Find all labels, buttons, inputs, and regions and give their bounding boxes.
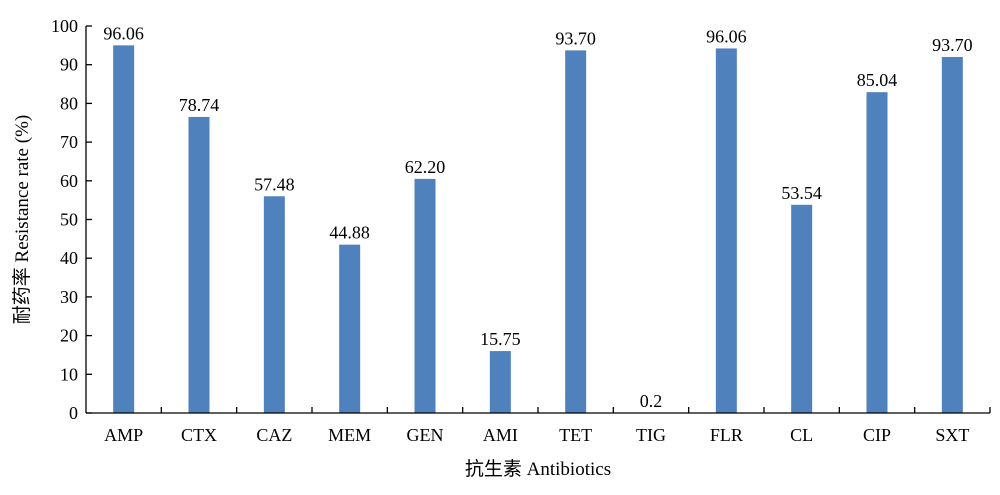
y-tick-label-90: 90 [60,55,78,75]
bar-amp [113,45,135,413]
data-label-sxt: 93.70 [932,35,973,55]
bars-group [113,45,963,414]
bar-tet [565,50,587,413]
x-tick-label-sxt: SXT [935,425,969,445]
y-tick-label-20: 20 [60,326,78,346]
x-tick-label-flr: FLR [710,425,743,445]
bar-sxt [941,56,963,414]
bar-ami [489,351,511,413]
data-label-flr: 96.06 [706,26,747,46]
data-label-cip: 85.04 [857,70,898,90]
x-tick-label-caz: CAZ [256,425,292,445]
data-label-cl: 53.54 [781,183,822,203]
x-axis-title: 抗生素 Antibiotics [465,458,611,480]
x-tick-label-tig: TIG [636,425,666,445]
x-tick-label-ami: AMI [483,425,518,445]
x-tick-label-cip: CIP [863,425,891,445]
data-label-amp: 96.06 [103,23,144,43]
data-label-caz: 57.48 [254,174,295,194]
data-label-gen: 62.20 [405,157,446,177]
y-axis-title: 耐药率 Resistance rate (%) [11,115,33,324]
data-label-tet: 93.70 [555,28,596,48]
bar-mem [339,244,361,413]
y-tick-label-30: 30 [60,287,78,307]
data-label-ctx: 78.74 [179,95,220,115]
x-tick-label-tet: TET [559,425,592,445]
x-tick-label-amp: AMP [104,425,143,445]
y-ticks-group: 0 10 20 30 40 50 60 70 80 90 100 [51,16,92,423]
x-tick-label-ctx: CTX [181,425,217,445]
x-tick-label-mem: MEM [328,425,371,445]
bar-ctx [188,116,210,413]
bar-cl [791,204,813,413]
y-tick-label-50: 50 [60,210,78,230]
y-tick-label-0: 0 [69,403,78,423]
data-label-mem: 44.88 [329,223,370,243]
x-tick-label-gen: GEN [407,425,444,445]
y-tick-label-40: 40 [60,248,78,268]
x-tick-label-cl: CL [790,425,813,445]
bar-gen [414,178,436,413]
y-tick-label-70: 70 [60,132,78,152]
bar-caz [263,196,285,413]
y-tick-label-100: 100 [51,16,78,36]
y-tick-label-80: 80 [60,93,78,113]
bar-flr [715,48,737,414]
x-ticks-group: AMP CTX CAZ MEM GEN AMI TET TIG FLR CL CIP SXT [104,407,991,445]
y-tick-label-10: 10 [60,364,78,384]
y-tick-label-60: 60 [60,171,78,191]
data-labels-group: 96.06 78.74 57.48 44.88 62.20 15.75 93.70 0.2 96… [103,23,972,411]
bar-cip [866,92,888,413]
data-label-tig: 0.2 [640,391,663,411]
data-label-ami: 15.75 [480,329,521,349]
